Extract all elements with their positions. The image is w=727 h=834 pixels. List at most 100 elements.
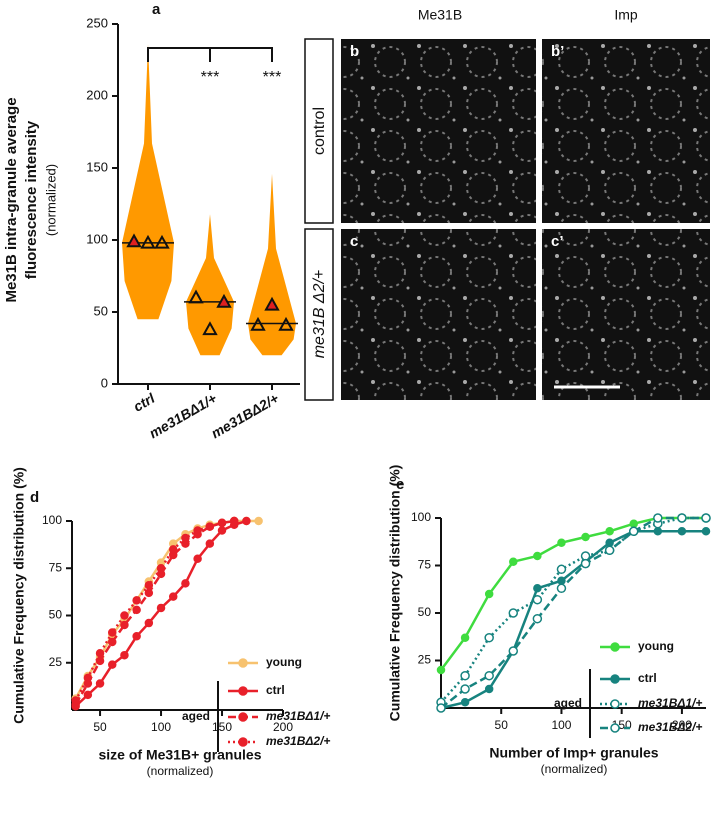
series-line: [74, 519, 235, 702]
row-label: control: [311, 107, 328, 155]
point: [95, 679, 105, 688]
legend-marker: [238, 686, 248, 696]
legend-label: ctrl: [638, 671, 657, 685]
legend-marker: [610, 699, 620, 709]
point: [484, 632, 494, 643]
x-tick-label: 200: [273, 720, 293, 734]
legend-marker: [610, 674, 620, 684]
row-label-box: [304, 38, 334, 224]
point: [217, 526, 227, 535]
point: [701, 513, 711, 523]
point: [460, 684, 470, 694]
point: [71, 696, 80, 705]
y-tick-label: 75: [49, 560, 63, 574]
y-tick-label: 100: [86, 231, 108, 246]
replicate-mean: [250, 316, 266, 331]
series-line: [74, 519, 235, 705]
point: [156, 603, 166, 613]
series-line: [74, 519, 247, 708]
point: [460, 633, 470, 642]
replicate-mean: [278, 316, 294, 331]
column-header: Imp: [614, 7, 638, 23]
x-axis-label: size of Me31B+ granules: [98, 747, 261, 763]
point: [205, 539, 215, 548]
panel-letter: a: [152, 1, 161, 18]
point: [484, 670, 494, 681]
row-label: me31B Δ2/+: [311, 270, 328, 359]
x-axis-sublabel: (normalized): [541, 762, 608, 776]
x-tick-label: me31BΔ1/+: [146, 390, 219, 441]
replicate-mean: [264, 296, 280, 311]
panel-letter: e: [396, 476, 404, 493]
y-axis-label: Me31B intra-granule average: [3, 97, 20, 302]
point: [556, 564, 567, 575]
point: [484, 684, 494, 694]
point: [557, 538, 566, 547]
legend-group: aged: [554, 696, 582, 710]
point: [604, 545, 615, 556]
micrograph: [341, 229, 536, 400]
point: [181, 579, 190, 588]
point: [229, 516, 239, 526]
point: [629, 519, 638, 528]
panel-letter: b: [350, 43, 359, 60]
y-tick-label: 25: [418, 653, 432, 667]
x-tick-label: ctrl: [130, 389, 158, 414]
point: [628, 526, 639, 537]
y-tick-label: 50: [94, 303, 108, 318]
column-header: Me31B: [418, 7, 462, 23]
y-axis-label: Cumulative Frequency distribution (%): [387, 465, 403, 722]
replicate-mean: [202, 321, 218, 336]
point: [120, 611, 129, 620]
point: [533, 551, 542, 561]
point: [533, 584, 542, 593]
x-tick-label: 50: [495, 718, 509, 732]
point: [254, 516, 263, 526]
x-tick-label: 100: [551, 718, 571, 732]
panel-letter: c: [350, 233, 358, 250]
point: [217, 518, 227, 528]
replicate-mean: [216, 293, 232, 308]
y-tick-label: 50: [49, 608, 63, 622]
point: [677, 527, 687, 536]
point: [83, 673, 93, 683]
point: [205, 522, 215, 531]
point: [242, 516, 251, 526]
y-tick-label: 250: [86, 15, 108, 30]
swarm: [248, 173, 296, 356]
x-tick-label: 150: [212, 720, 232, 734]
point: [144, 618, 154, 628]
series-line: [440, 516, 706, 704]
point: [653, 513, 663, 523]
point: [460, 670, 470, 681]
point: [509, 557, 518, 566]
point: [605, 527, 614, 536]
x-tick-label: 50: [93, 720, 107, 734]
panel-letter: d: [30, 489, 39, 506]
point: [580, 551, 591, 561]
point: [95, 649, 105, 658]
point: [193, 554, 202, 564]
replicate-mean: [188, 289, 204, 304]
point: [484, 589, 494, 599]
y-tick-label: 150: [86, 159, 108, 174]
point: [83, 690, 93, 700]
point: [653, 527, 663, 536]
legend-marker: [610, 723, 620, 733]
panel-letter: c’: [551, 233, 564, 250]
legend-label: me31BΔ1/+: [266, 709, 330, 723]
point: [460, 698, 470, 707]
legend-label: young: [638, 639, 674, 653]
y-tick-label: 100: [411, 510, 431, 524]
legend-marker: [238, 658, 248, 668]
point: [120, 620, 129, 630]
point: [156, 564, 166, 573]
panel-letter: b’: [551, 43, 564, 60]
micrograph: [341, 39, 536, 223]
point: [581, 532, 590, 542]
point: [120, 650, 129, 660]
legend-label: me31BΔ2/+: [638, 720, 702, 734]
legend-marker: [238, 712, 248, 722]
